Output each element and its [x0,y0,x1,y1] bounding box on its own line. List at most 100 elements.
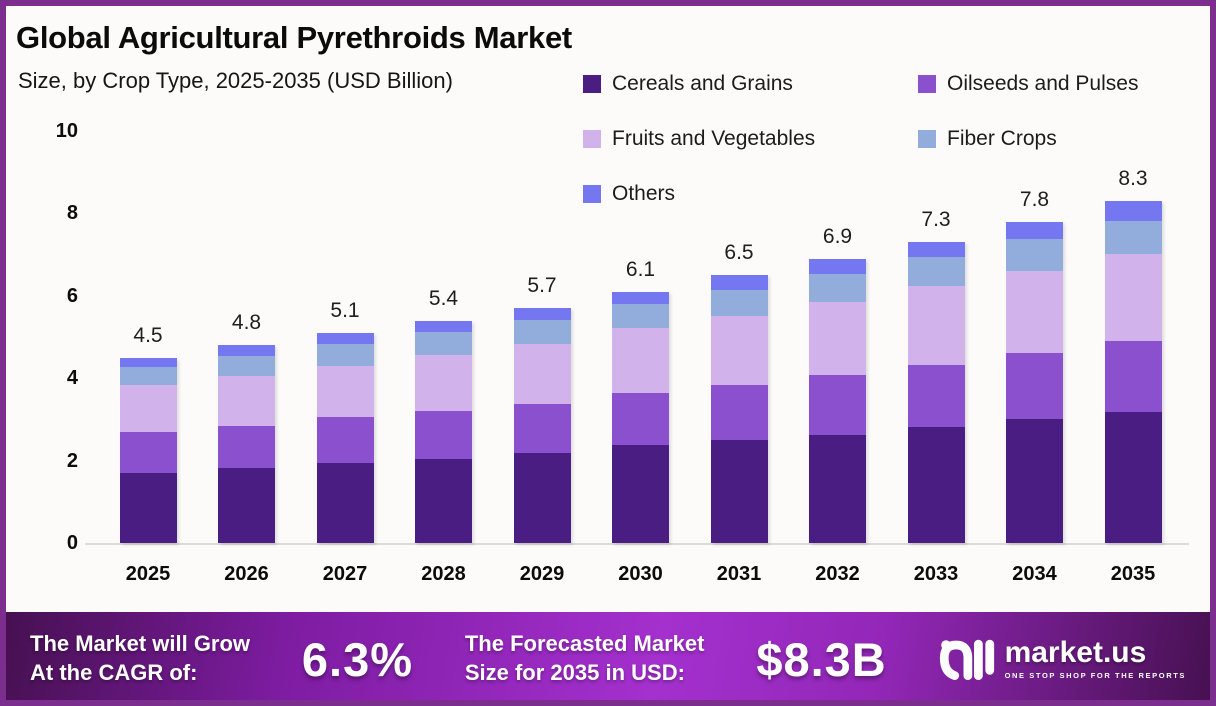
bar-segment-fiber-crops [809,273,866,302]
bar-segment-fiber-crops [316,344,374,366]
bar-segment-fiber-crops [119,366,177,385]
bar-segment-others [415,320,472,333]
bar-segment-cereals-and-grains [218,467,275,543]
legend-label: Fiber Crops [947,127,1057,150]
legend-label: Oilseeds and Pulses [947,72,1139,95]
bar-total-label: 6.9 [822,224,853,248]
brand-name: market.us [1004,636,1147,669]
legend-item-fiber-crops: Fiber Crops [918,127,1183,151]
bar-total-label: 4.8 [231,311,262,335]
bar-segment-fiber-crops [907,257,965,287]
bar-total-label: 6.1 [625,257,656,281]
bar-segment-cereals-and-grains [316,462,374,543]
legend-swatch-icon [583,75,601,93]
bar-segment-fruits-and-vegetables [907,286,965,365]
y-axis-tick-label: 8 [66,202,78,225]
x-axis-label: 2034 [1012,563,1057,585]
bar-segment-fiber-crops [1006,238,1063,271]
x-axis-label: 2032 [815,563,860,585]
bar-segment-oilseeds-and-pulses [316,417,374,463]
legend-label: Cereals and Grains [612,72,793,95]
bar-segment-oilseeds-and-pulses [809,375,866,436]
forecast-label: The Forecasted Market Size for 2035 in U… [465,630,705,687]
bar-segment-fruits-and-vegetables [612,328,669,394]
x-axis-label: 2027 [322,563,368,585]
chart-legend: Cereals and Grains Oilseeds and Pulses F… [583,72,1183,206]
bar-segment-oilseeds-and-pulses [1006,353,1063,420]
x-axis-label: 2033 [913,563,959,585]
bar-total-label: 7.3 [921,208,951,232]
bar-segment-cereals-and-grains [513,453,571,543]
bar-segment-others [513,308,571,321]
bar-segment-others [1006,221,1063,239]
y-axis-tick-label: 2 [66,449,78,472]
bar-segment-fruits-and-vegetables [218,376,275,427]
bar-2034 [1006,221,1063,543]
bar-segment-others [316,332,374,345]
bar-segment-oilseeds-and-pulses [907,364,965,427]
bar-segment-fruits-and-vegetables [415,354,472,412]
legend-swatch-icon [918,130,936,148]
bar-segment-fiber-crops [218,356,275,377]
legend-item-oilseeds-and-pulses: Oilseeds and Pulses [918,72,1183,96]
bar-2027 [316,332,374,543]
bar-segment-fiber-crops [513,320,571,344]
bar-segment-oilseeds-and-pulses [513,403,571,454]
bar-segment-cereals-and-grains [907,426,965,543]
bar-2035 [1104,201,1162,543]
x-axis-label: 2030 [618,563,663,585]
bar-segment-fruits-and-vegetables [809,301,866,376]
bar-segment-cereals-and-grains [119,472,177,543]
bar-total-label: 8.3 [1118,167,1148,191]
market-us-logo-icon [939,639,994,680]
y-axis-tick-label: 10 [55,120,78,142]
bar-total-label: 5.4 [428,286,459,310]
bar-segment-cereals-and-grains [1104,412,1162,543]
forecast-label-line1: The Forecasted Market [464,631,705,657]
x-axis-line [85,543,1189,545]
bar-total-label: 5.7 [527,274,557,298]
bar-2030 [612,291,669,543]
bar-2026 [218,345,275,543]
bar-segment-fruits-and-vegetables [119,384,177,432]
bar-segment-fruits-and-vegetables [1104,253,1162,342]
x-axis-label: 2031 [716,563,762,585]
bar-segment-oilseeds-and-pulses [1104,341,1162,413]
bar-segment-others [907,242,965,258]
bar-2029 [513,308,571,543]
bar-2028 [415,320,472,543]
bar-segment-fiber-crops [612,303,669,329]
bar-segment-oilseeds-and-pulses [710,385,768,441]
bar-segment-oilseeds-and-pulses [119,431,177,473]
bar-segment-fruits-and-vegetables [710,315,768,386]
y-axis-tick-label: 0 [66,532,78,554]
bar-2033 [907,242,965,543]
bar-segment-fruits-and-vegetables [1006,270,1063,354]
bar-segment-cereals-and-grains [1006,419,1063,543]
bar-2032 [809,258,866,543]
bar-segment-fruits-and-vegetables [513,343,571,404]
cagr-label: The Market will Grow At the CAGR of: [30,630,250,687]
bar-segment-cereals-and-grains [710,440,768,543]
cagr-label-line1: The Market will Grow [30,631,251,657]
brand-logo: market.us ONE STOP SHOP FOR THE REPORTS [939,634,1186,684]
bar-segment-fiber-crops [415,332,472,355]
bar-segment-fiber-crops [710,290,768,316]
bar-total-label: 4.5 [133,323,163,347]
bar-segment-fiber-crops [1104,220,1162,254]
bar-total-label: 5.1 [330,298,360,322]
forecast-value: $8.3B [756,632,887,686]
cagr-value: 6.3% [301,632,414,686]
bar-segment-others [809,258,866,274]
legend-label: Others [612,182,676,205]
bar-segment-oilseeds-and-pulses [415,411,472,459]
bar-2025 [119,357,177,543]
legend-label: Fruits and Vegetables [612,127,816,150]
footer-banner: The Market will Grow At the CAGR of: 6.3… [0,612,1216,706]
bar-segment-cereals-and-grains [809,435,866,543]
bar-segment-cereals-and-grains [415,458,472,543]
y-axis-tick-label: 4 [66,367,78,390]
legend-item-others: Others [583,182,918,206]
